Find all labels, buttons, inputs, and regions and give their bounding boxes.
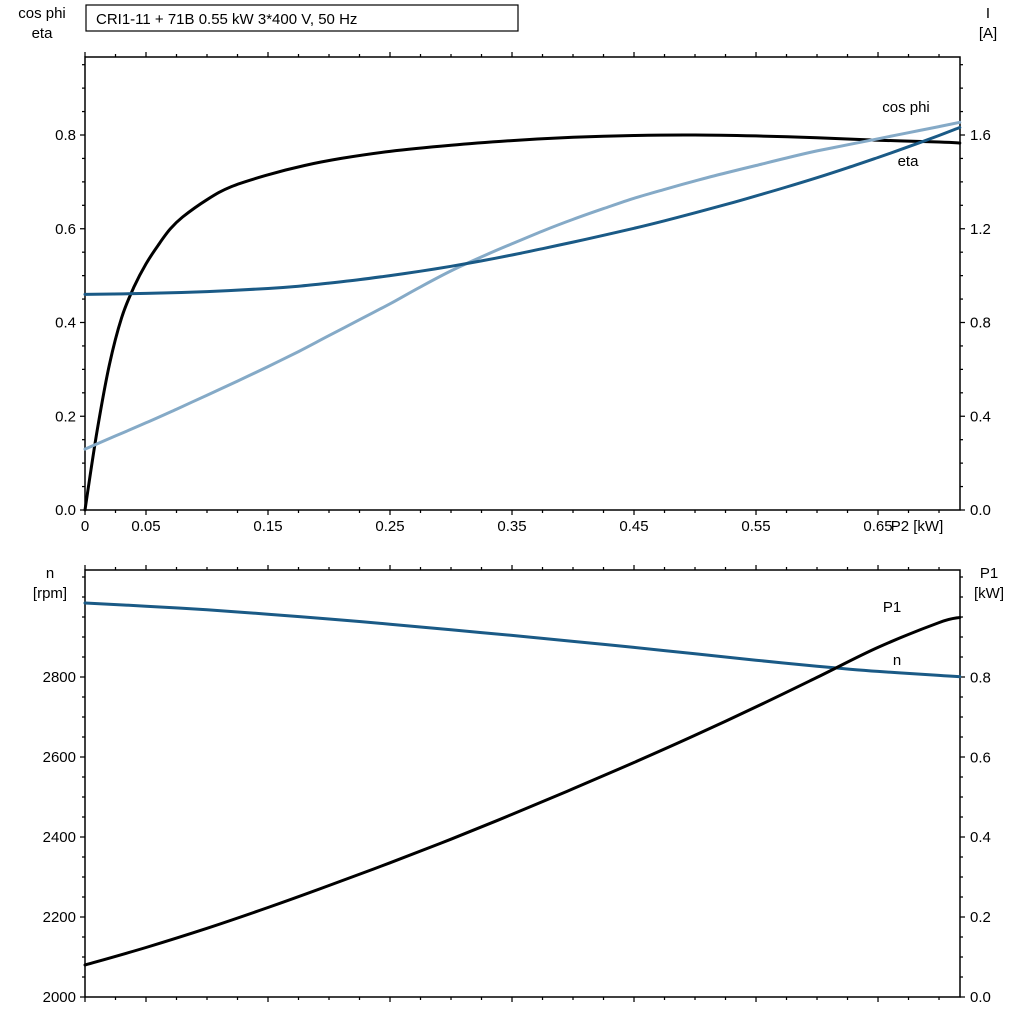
- right-tick-label: 0.2: [970, 909, 991, 926]
- x-axis-title: P2 [kW]: [891, 518, 944, 535]
- left-tick-label: 2800: [43, 669, 76, 686]
- right-tick-label: 1.6: [970, 127, 991, 144]
- left-tick-label: 2000: [43, 989, 76, 1006]
- x-tick-label: 0: [81, 518, 89, 535]
- tick-marks: [80, 52, 965, 515]
- lower-chart: 2000 2200 2400 2600 2800 0.0 0.2 0.4 0.6 0.8 n [rpm…: [33, 565, 1004, 1006]
- curve-eta: [83, 133, 962, 512]
- left-axis-title: n: [46, 565, 54, 582]
- plot-border: [84, 56, 961, 511]
- series-label-P1: P1: [883, 599, 901, 616]
- right-tick-label: 0.4: [970, 408, 991, 425]
- chart-title: CRI1-11 + 71B 0.55 kW 3*400 V, 50 Hz: [96, 11, 357, 28]
- curve-n: [83, 601, 962, 679]
- right-tick-label: 0.0: [970, 989, 991, 1006]
- right-tick-label: 0.4: [970, 829, 991, 846]
- left-tick-label: 2400: [43, 829, 76, 846]
- x-tick-label: 0.45: [619, 518, 648, 535]
- left-tick-label: 0.4: [55, 315, 76, 332]
- right-axis-title: P1: [980, 565, 998, 582]
- x-tick-label: 0.25: [375, 518, 404, 535]
- x-tick-label: 0.55: [741, 518, 770, 535]
- left-tick-label: 0.2: [55, 408, 76, 425]
- right-tick-label: 1.2: [970, 221, 991, 238]
- left-tick-label: 0.6: [55, 221, 76, 238]
- right-axis-title: [A]: [979, 25, 997, 42]
- series-label-cos-phi: cos phi: [882, 99, 930, 116]
- right-tick-label: 0.8: [970, 669, 991, 686]
- right-axis-title: [kW]: [974, 585, 1004, 602]
- curve-cos-phi: [83, 120, 962, 451]
- x-tick-label: 0.35: [497, 518, 526, 535]
- curve-I: [83, 126, 962, 296]
- axis-labels: 2000 2200 2400 2600 2800 0.0 0.2 0.4 0.6 0.8 n [rpm…: [33, 565, 1004, 1006]
- series-label-n: n: [893, 652, 901, 669]
- left-axis-title: eta: [32, 25, 54, 42]
- x-tick-label: 0.05: [131, 518, 160, 535]
- upper-chart: 0 0.05 0.15 0.25 0.35 0.45 0.55 0.65 0.0 0.2 0.4 0.…: [18, 4, 997, 535]
- series-label-eta: eta: [898, 153, 920, 170]
- tick-marks: [80, 565, 965, 1002]
- title-box: [85, 4, 519, 32]
- right-tick-label: 0.0: [970, 502, 991, 519]
- left-axis-title: cos phi: [18, 5, 66, 22]
- right-tick-label: 0.8: [970, 315, 991, 332]
- left-axis-title: [rpm]: [33, 585, 67, 602]
- curve-P1: [83, 615, 962, 967]
- x-tick-label: 0.15: [253, 518, 282, 535]
- left-tick-label: 2600: [43, 749, 76, 766]
- plot-border: [84, 569, 961, 998]
- left-tick-label: 0.8: [55, 127, 76, 144]
- right-tick-label: 0.6: [970, 749, 991, 766]
- left-tick-label: 2200: [43, 909, 76, 926]
- right-axis-title: I: [986, 5, 990, 22]
- x-tick-label: 0.65: [863, 518, 892, 535]
- left-tick-label: 0.0: [55, 502, 76, 519]
- axis-labels: 0 0.05 0.15 0.25 0.35 0.45 0.55 0.65 0.0 0.2 0.4 0.…: [18, 5, 997, 535]
